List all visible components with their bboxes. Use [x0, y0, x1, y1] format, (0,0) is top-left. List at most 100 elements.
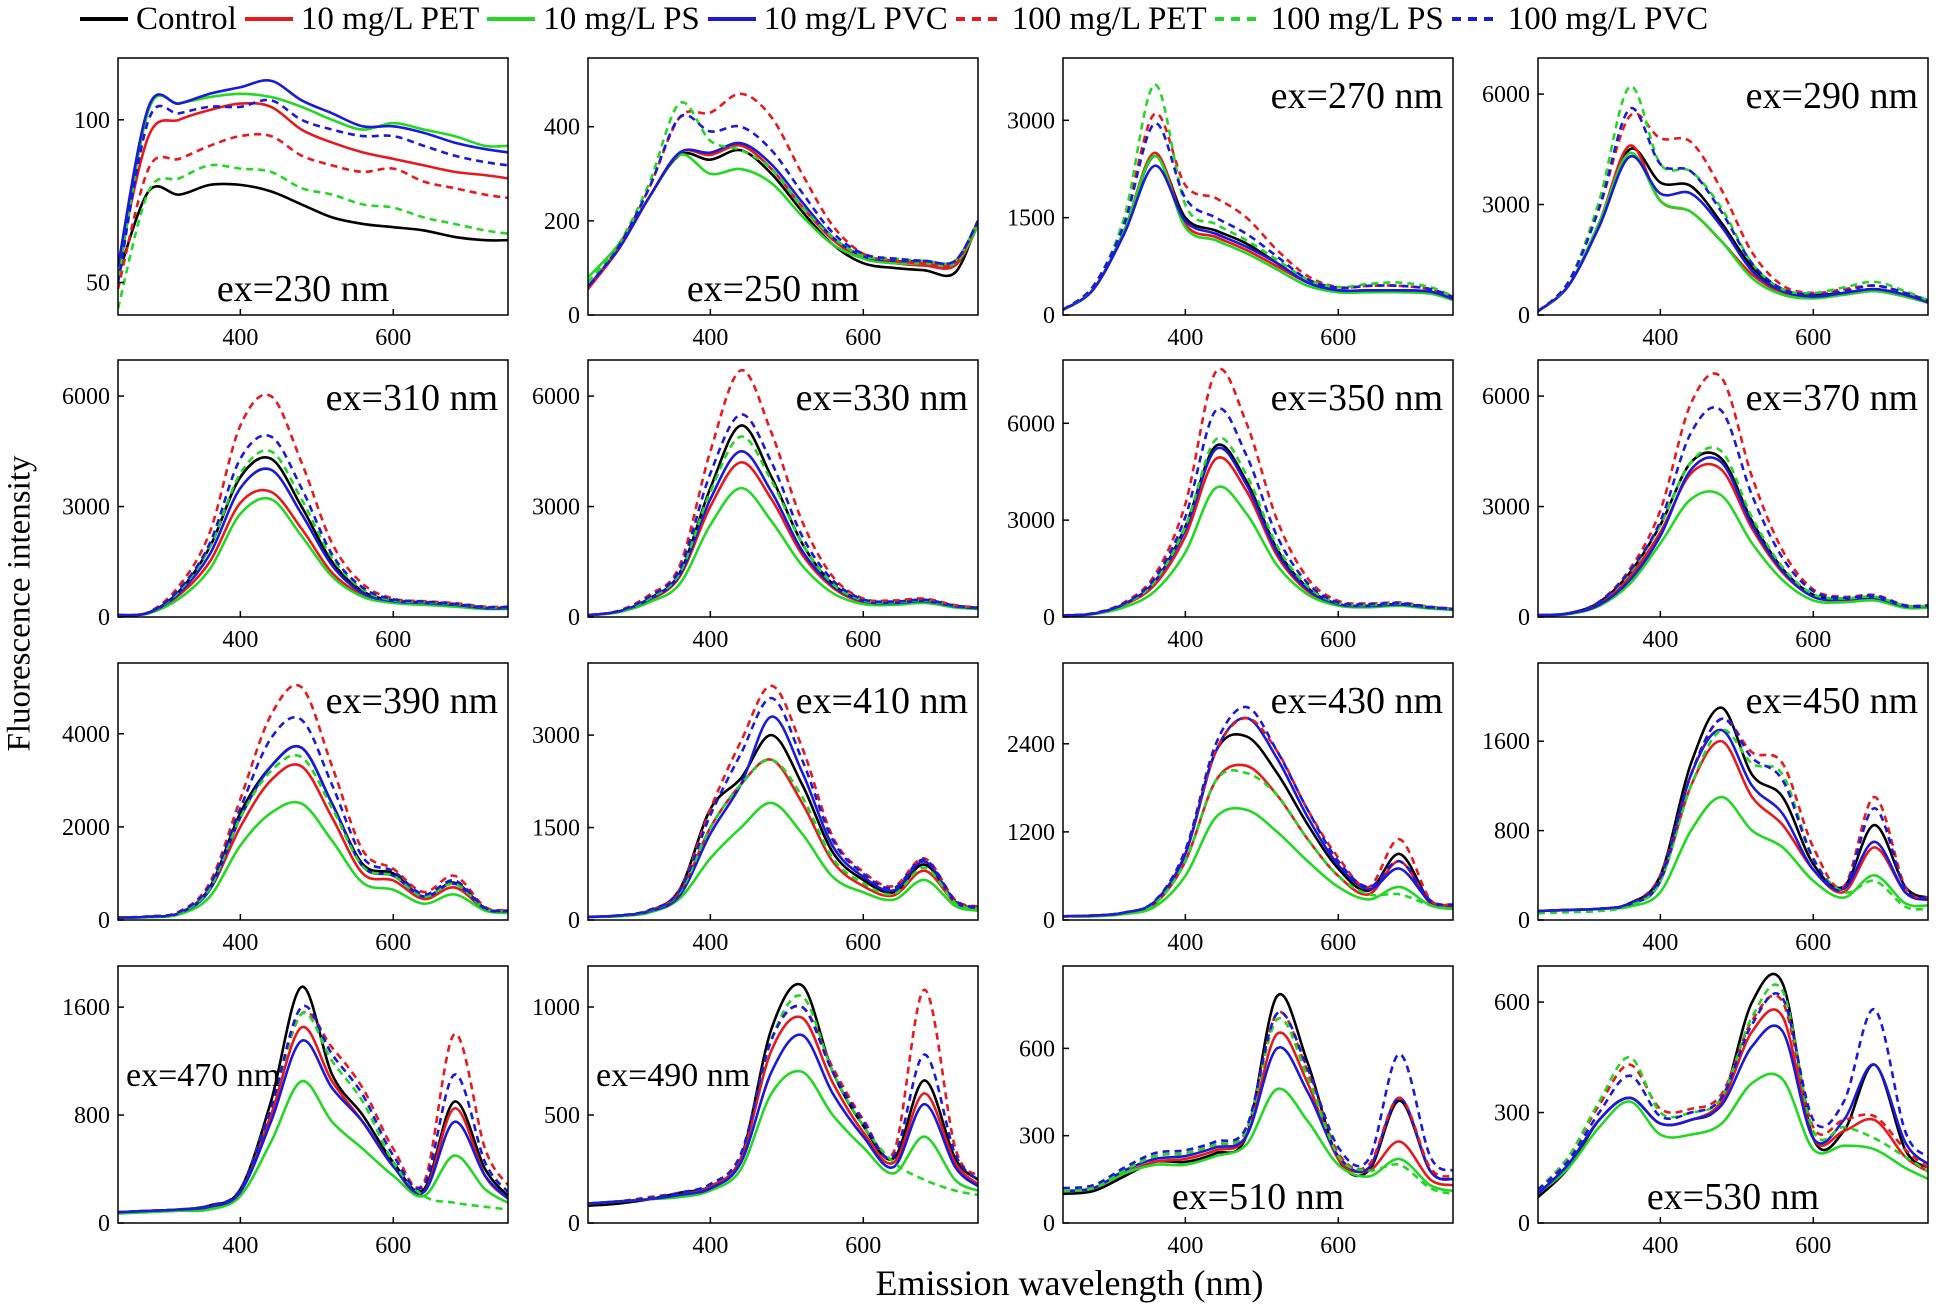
- x-tick-label: 600: [375, 325, 411, 351]
- legend-label: Control: [136, 0, 237, 37]
- y-tick-label: 4000: [62, 722, 110, 748]
- x-tick-label: 600: [845, 1233, 881, 1259]
- legend-label: 100 mg/L PET: [1011, 0, 1207, 37]
- series-line-10-mg-l-pet: [118, 101, 508, 267]
- excitation-label: ex=530 nm: [1647, 1176, 1819, 1218]
- x-tick-label: 400: [692, 1233, 728, 1259]
- y-tick-label: 3000: [1482, 193, 1530, 219]
- legend-label: 10 mg/L PVC: [763, 0, 948, 37]
- plot-frame: [1062, 359, 1454, 618]
- series-line-10-mg-l-pvc: [118, 79, 508, 267]
- x-tick-label: 600: [1320, 930, 1356, 956]
- series-line-100-mg-l-ps: [1063, 436, 1453, 617]
- series-line-10-mg-l-pet: [588, 758, 978, 919]
- series-line-100-mg-l-pet: [1063, 716, 1453, 918]
- y-tick-label: 600: [1494, 990, 1530, 1016]
- legend-line-swatch: [1451, 17, 1500, 21]
- y-tick-label: 800: [74, 1103, 110, 1129]
- legend-line-swatch: [707, 17, 756, 21]
- series-line-10-mg-l-pvc: [118, 467, 508, 617]
- y-tick-label: 0: [1518, 605, 1530, 631]
- series-line-100-mg-l-pvc: [1538, 717, 1928, 913]
- series-line-control: [118, 182, 508, 277]
- subplot: 400 600 0 2000 4000 ex=390 nm: [62, 662, 509, 956]
- series-line-10-mg-l-pvc: [1063, 164, 1453, 311]
- subplot: 400 600 0 800 1600 ex=470 nm: [62, 965, 509, 1259]
- y-tick-label: 0: [98, 908, 110, 934]
- y-tick-label: 6000: [1482, 82, 1530, 108]
- subplot: 400 600 0 200 400 ex=250 nm: [544, 57, 979, 351]
- x-tick-label: 400: [222, 627, 258, 653]
- x-tick-label: 600: [1795, 627, 1831, 653]
- y-tick-label: 3000: [1007, 508, 1055, 534]
- y-tick-label: 3000: [1482, 495, 1530, 521]
- excitation-label: ex=390 nm: [326, 680, 498, 722]
- x-tick-label: 600: [845, 325, 881, 351]
- y-tick-label: 3000: [532, 723, 580, 749]
- series-line-100-mg-l-pvc: [588, 1004, 978, 1205]
- series-line-100-mg-l-pet: [588, 92, 978, 290]
- series-line-100-mg-l-ps: [1063, 83, 1453, 311]
- x-tick-label: 400: [692, 627, 728, 653]
- series-line-100-mg-l-ps: [1538, 85, 1928, 313]
- series-line-control: [1538, 451, 1928, 617]
- series-line-100-mg-l-pet: [588, 369, 978, 617]
- y-tick-label: 6000: [532, 384, 580, 410]
- subplot: 400 600 0 1500 3000 ex=270 nm: [1007, 57, 1454, 351]
- excitation-label: ex=270 nm: [1271, 75, 1443, 117]
- series-line-100-mg-l-ps: [1538, 446, 1928, 617]
- plot-frame: [1537, 57, 1929, 316]
- x-tick-label: 600: [375, 1233, 411, 1259]
- series-line-10-mg-l-pvc: [118, 1039, 508, 1214]
- series-line-100-mg-l-pvc: [588, 696, 978, 919]
- plot-frame: [1537, 965, 1929, 1224]
- x-tick-label: 600: [1795, 930, 1831, 956]
- series-line-10-mg-l-ps: [1063, 1087, 1453, 1193]
- legend-line-swatch: [955, 17, 1004, 21]
- series-line-10-mg-l-ps: [588, 153, 978, 279]
- series-line-100-mg-l-ps: [1063, 1016, 1453, 1196]
- subplot: 400 600 0 1200 2400 ex=430 nm: [1007, 662, 1454, 956]
- x-tick-label: 400: [1642, 930, 1678, 956]
- y-tick-label: 3000: [532, 495, 580, 521]
- series-line-100-mg-l-ps: [588, 758, 978, 919]
- x-tick-label: 400: [222, 325, 258, 351]
- y-tick-label: 3000: [1007, 108, 1055, 134]
- subplot: 400 600 50 100 ex=230 nm: [74, 57, 509, 351]
- legend-label: 10 mg/L PET: [300, 0, 480, 37]
- series-line-100-mg-l-pet: [1063, 112, 1453, 311]
- y-tick-label: 0: [1518, 1211, 1530, 1237]
- y-tick-label: 1000: [532, 995, 580, 1021]
- x-tick-label: 600: [845, 930, 881, 956]
- series-line-10-mg-l-ps: [118, 1080, 508, 1215]
- legend-item: 10 mg/L PS: [485, 1, 700, 38]
- y-tick-label: 6000: [1482, 384, 1530, 410]
- legend-line-swatch: [1214, 17, 1263, 21]
- x-tick-label: 600: [845, 627, 881, 653]
- excitation-label: ex=490 nm: [596, 1057, 750, 1094]
- x-tick-label: 600: [1795, 325, 1831, 351]
- series-line-100-mg-l-pet: [588, 684, 978, 919]
- series-line-10-mg-l-pet: [1538, 739, 1928, 913]
- series-line-10-mg-l-ps: [118, 800, 508, 919]
- excitation-label: ex=370 nm: [1746, 377, 1918, 419]
- legend-line-swatch: [244, 17, 293, 21]
- x-tick-label: 400: [1167, 627, 1203, 653]
- x-tick-label: 600: [1320, 627, 1356, 653]
- subplot: 400 600 0 1500 3000 ex=410 nm: [532, 662, 979, 956]
- x-tick-label: 400: [1167, 325, 1203, 351]
- series-line-100-mg-l-pvc: [1063, 407, 1453, 617]
- y-tick-label: 300: [1019, 1124, 1055, 1150]
- legend-item: Control: [78, 1, 237, 38]
- y-tick-label: 800: [1494, 819, 1530, 845]
- series-line-10-mg-l-pvc: [1538, 728, 1928, 913]
- x-tick-label: 400: [1642, 325, 1678, 351]
- plot-frame: [117, 57, 509, 316]
- plot-frame: [117, 965, 509, 1224]
- excitation-label: ex=350 nm: [1271, 377, 1443, 419]
- x-tick-label: 400: [1642, 1233, 1678, 1259]
- legend-item: 100 mg/L PVC: [1450, 1, 1708, 38]
